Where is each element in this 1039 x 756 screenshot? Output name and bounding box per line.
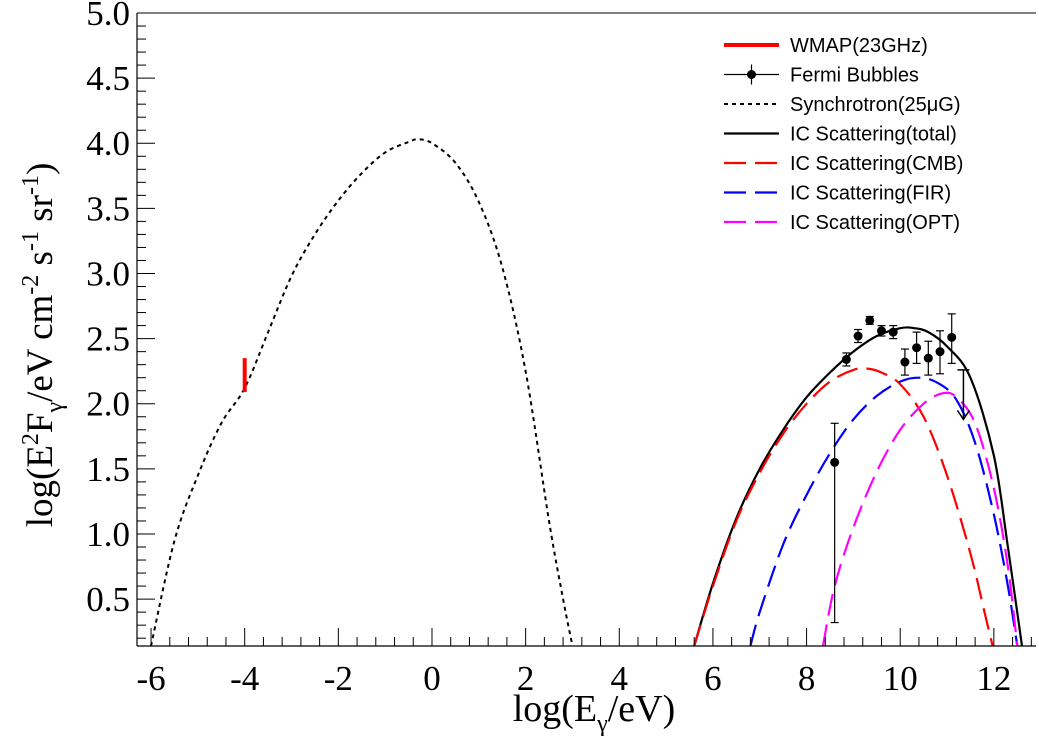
legend-label: Fermi Bubbles: [790, 65, 919, 87]
y-tick-label: 0.5: [86, 580, 130, 619]
fermi-data-point: [888, 327, 898, 337]
legend-label: IC Scattering(CMB): [790, 153, 963, 175]
x-tick-label: 0: [423, 659, 441, 698]
y-tick-label: 1.5: [86, 450, 130, 489]
legend-label: IC Scattering(OPT): [790, 212, 960, 234]
x-axis-label: log(Eγ/eV): [513, 688, 676, 737]
y-tick-label: 1.0: [86, 515, 130, 554]
legend-label: Synchrotron(25μG): [790, 94, 960, 116]
fermi-data-point: [830, 457, 840, 467]
x-tick-label: 4: [611, 659, 629, 698]
fermi-data-point: [912, 343, 922, 353]
fermi-data-point: [853, 331, 863, 341]
fermi-data-point: [876, 326, 886, 336]
legend-fermi-marker: [747, 70, 756, 79]
fermi-data-point: [923, 353, 933, 363]
x-tick-label: -6: [136, 659, 165, 698]
fermi-data-point: [947, 332, 957, 342]
series-synchrotron-25-g-line: [150, 138, 574, 646]
y-tick-label: 5.0: [86, 0, 130, 33]
legend: WMAP(23GHz) Fermi Bubbles Synchrotron(25μG…: [724, 35, 963, 234]
x-tick-label: -4: [230, 659, 259, 698]
legend-label: IC Scattering(FIR): [790, 183, 951, 205]
y-tick-label: 4.5: [86, 59, 130, 98]
series-ic-scattering-total-line: [693, 326, 1024, 646]
fermi-data-point: [935, 347, 945, 357]
fermi-data-point: [841, 354, 851, 364]
y-tick-label: 2.0: [86, 385, 130, 424]
fermi-data-point: [900, 357, 910, 367]
y-axis-label: log(E2Fγ/eV cm-2 s-1 sr-1): [18, 163, 68, 528]
legend-label: IC Scattering(total): [790, 124, 957, 146]
series-ic-scattering-cmb-line: [693, 367, 994, 646]
fermi-upper-limit-arrow: [956, 409, 971, 421]
x-tick-label: 12: [976, 659, 1011, 698]
legend-label: WMAP(23GHz): [790, 35, 928, 57]
y-tick-label: 4.0: [86, 124, 130, 163]
y-tick-label: 2.5: [86, 320, 130, 359]
series-ic-scattering-fir-line: [749, 376, 1019, 646]
fermi-data-point: [865, 315, 875, 325]
y-tick-label: 3.5: [86, 189, 130, 228]
x-tick-label: -2: [324, 659, 353, 698]
series-ic-scattering-opt-line: [821, 391, 1019, 646]
x-tick-label: 6: [704, 659, 722, 698]
x-tick-label: 8: [798, 659, 816, 698]
x-tick-label: 2: [517, 659, 535, 698]
x-tick-label: 10: [883, 659, 918, 698]
y-tick-label: 3.0: [86, 254, 130, 293]
